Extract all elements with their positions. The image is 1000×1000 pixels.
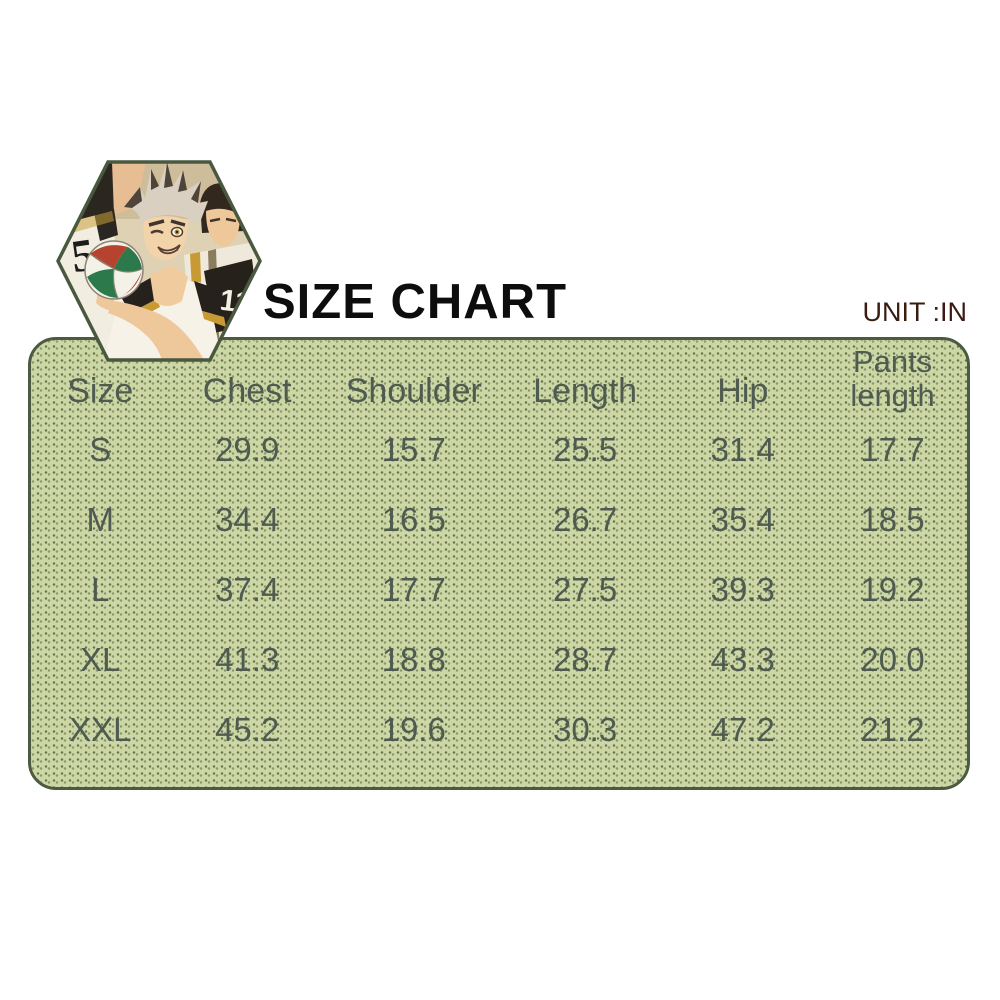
row-l-length: 27.5 (552, 570, 618, 608)
size-chart-grid: Size Chest Shoulder Length Hip Pants len… (31, 340, 967, 787)
row-m-hip: 35.4 (710, 500, 775, 538)
size-chart-table: Size Chest Shoulder Length Hip Pants len… (28, 337, 970, 790)
row-m-length: 26.7 (552, 500, 618, 538)
row-s-pants: 17.7 (860, 430, 925, 468)
column-header-chest: Chest (202, 372, 292, 410)
row-l-hip: 39.3 (710, 570, 775, 608)
row-xl-shoulder: 18.8 (381, 640, 446, 678)
row-xxl-hip: 47.2 (710, 710, 775, 748)
row-s-hip: 31.4 (710, 430, 775, 468)
row-m-chest: 34.4 (215, 500, 280, 538)
row-m-pants: 18.5 (860, 500, 925, 538)
product-hexagon-image: 5 11 (54, 159, 264, 363)
row-l-label: L (91, 570, 110, 608)
row-m-label: M (86, 500, 115, 538)
row-xxl-shoulder: 19.6 (381, 710, 446, 748)
row-xl-label: XL (80, 640, 121, 678)
column-header-hip: Hip (717, 372, 769, 410)
column-header-size: Size (67, 372, 134, 410)
row-s-length: 25.5 (552, 430, 618, 468)
row-s-chest: 29.9 (215, 430, 280, 468)
row-l-shoulder: 17.7 (381, 570, 446, 608)
row-xl-chest: 41.3 (215, 640, 280, 678)
column-header-shoulder: Shoulder (345, 372, 482, 410)
column-header-pants-length-text: Pants length (850, 344, 935, 413)
column-header-pants-length: Pants length (818, 340, 967, 414)
row-m-shoulder: 16.5 (381, 500, 446, 538)
row-s-label: S (89, 430, 112, 468)
haikyuu-artwork-icon: 5 11 (56, 160, 262, 362)
unit-label: UNIT :IN (862, 297, 967, 327)
page-title: SIZE CHART (263, 275, 567, 329)
row-xxl-chest: 45.2 (215, 710, 280, 748)
row-xl-hip: 43.3 (710, 640, 775, 678)
row-xxl-length: 30.3 (552, 710, 618, 748)
row-xl-length: 28.7 (552, 640, 618, 678)
row-xl-pants: 20.0 (860, 640, 925, 678)
column-header-length: Length (533, 372, 638, 410)
row-s-shoulder: 15.7 (381, 430, 446, 468)
row-l-chest: 37.4 (215, 570, 280, 608)
row-l-pants: 19.2 (860, 570, 925, 608)
row-xxl-pants: 21.2 (860, 710, 925, 748)
row-xxl-label: XXL (69, 710, 132, 748)
